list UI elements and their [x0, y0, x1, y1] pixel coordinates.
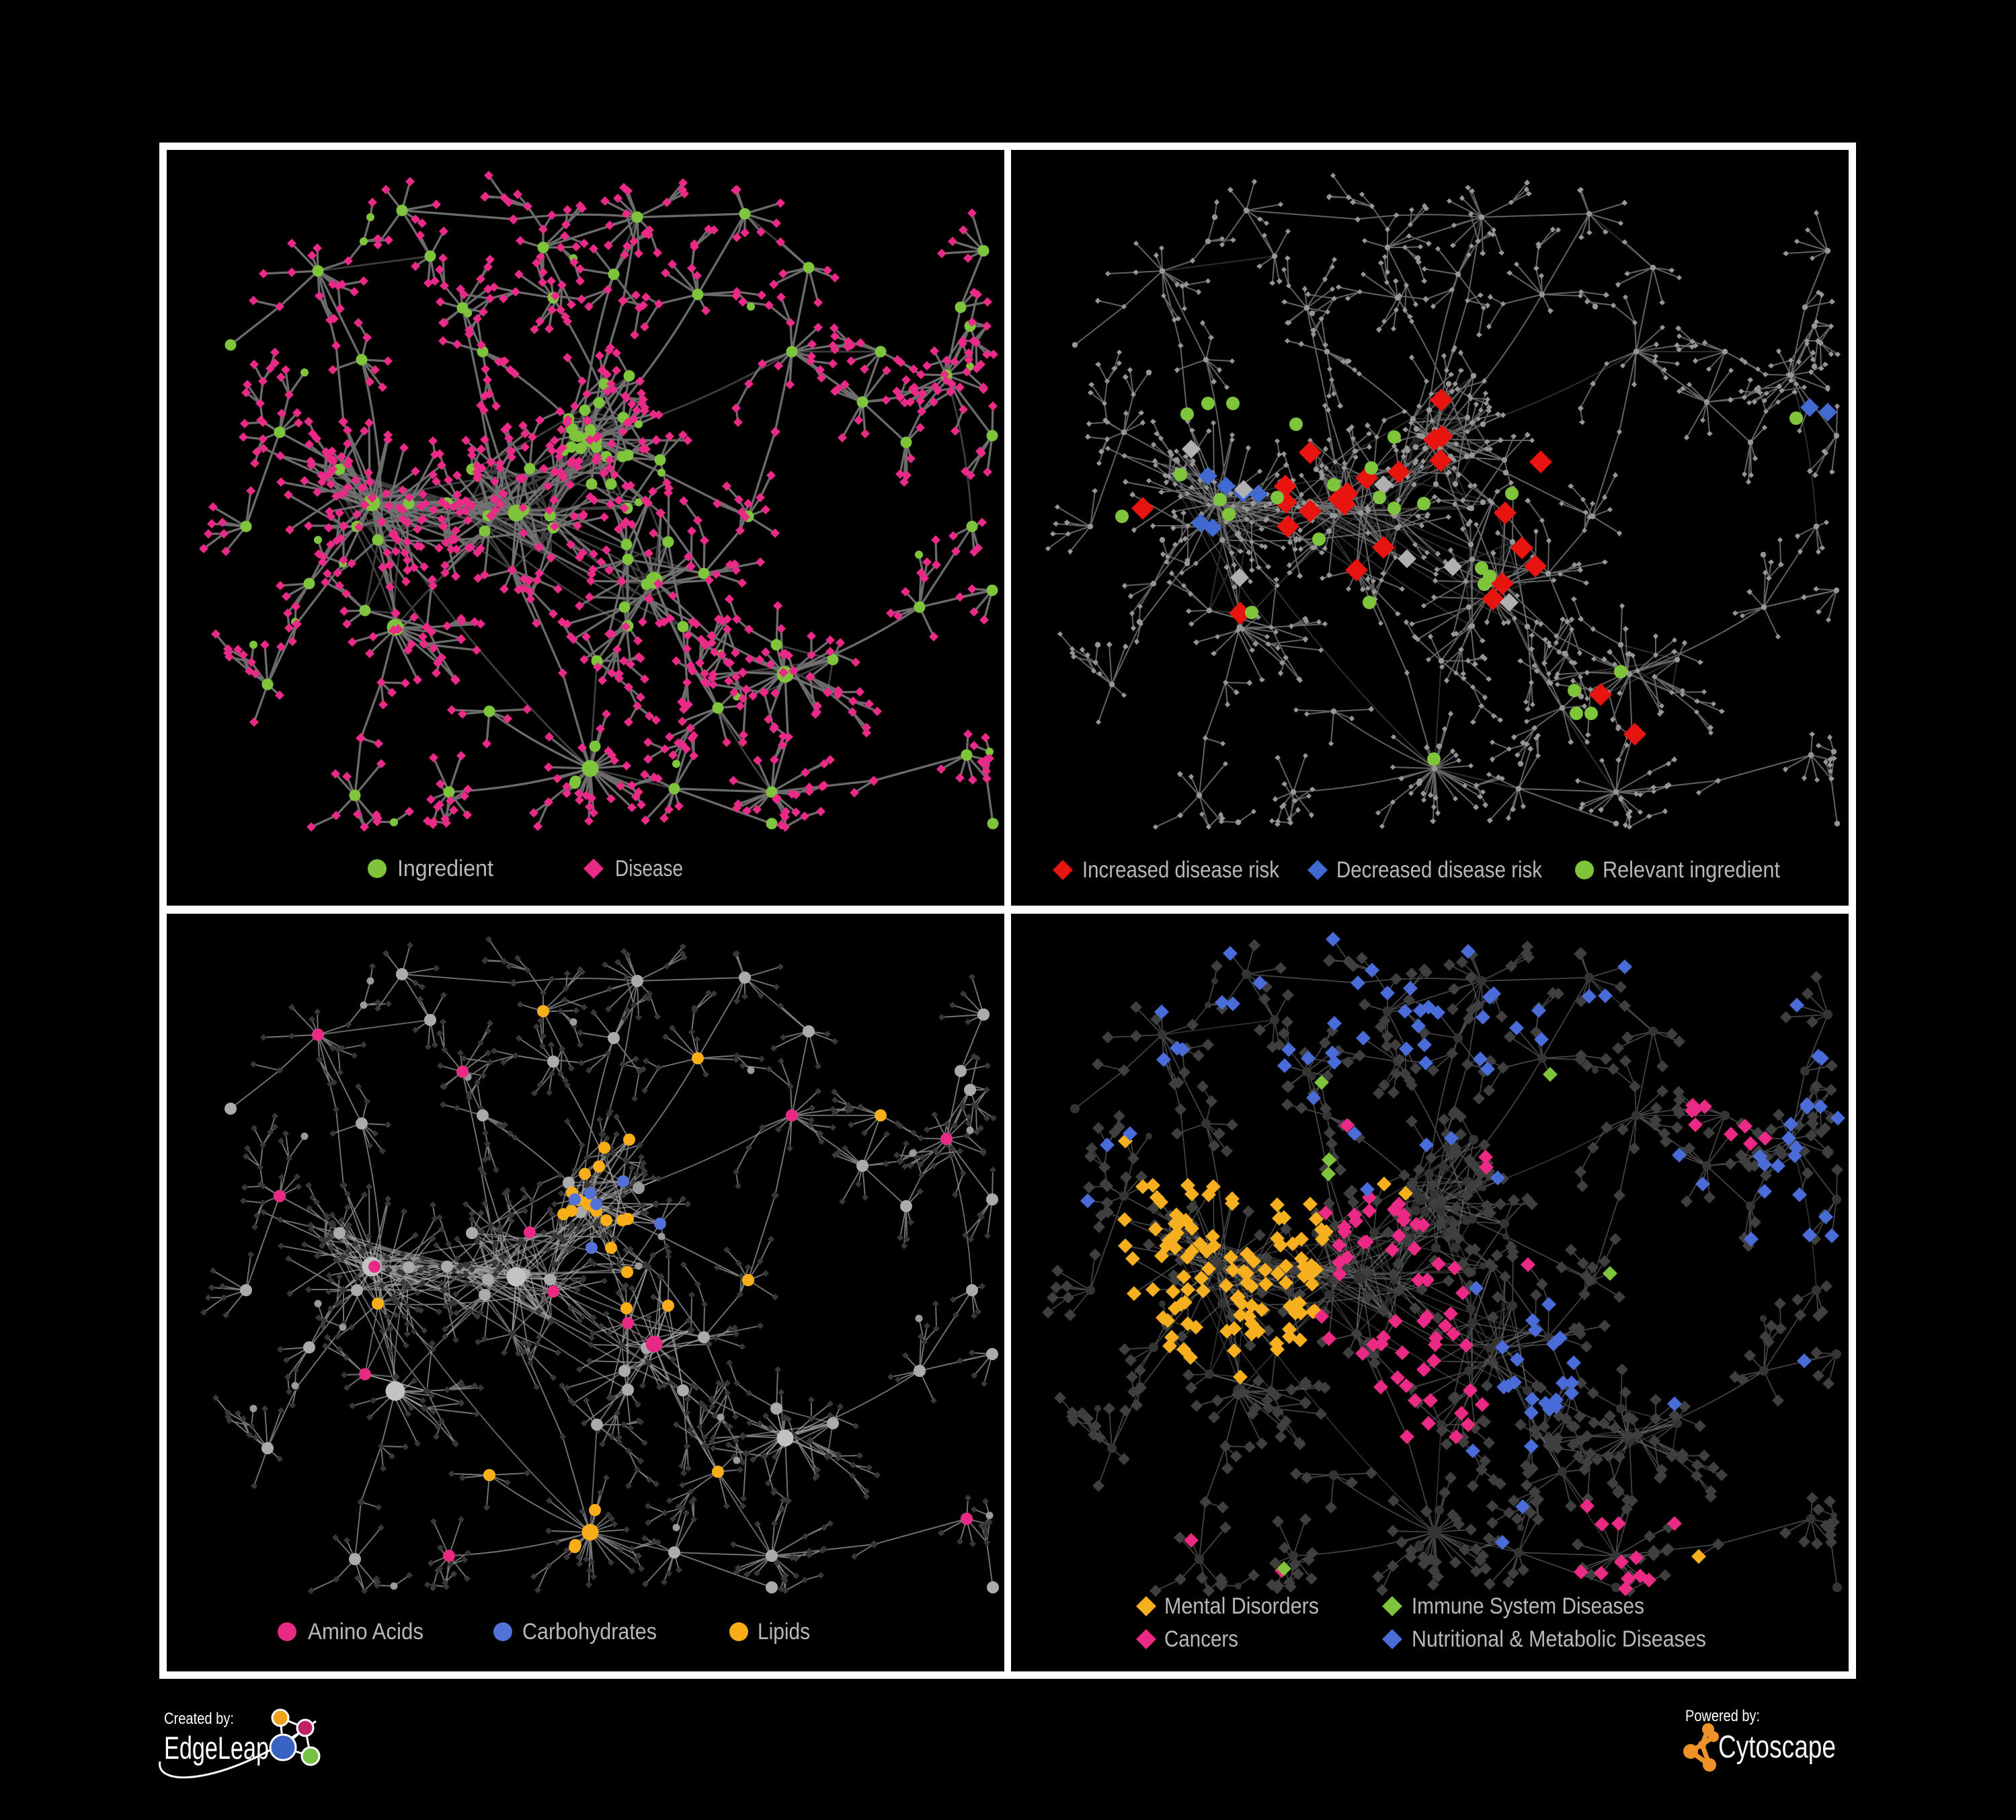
svg-text:Ingredient: Ingredient	[397, 856, 494, 881]
svg-text:Cytoscape: Cytoscape	[1718, 1729, 1836, 1764]
svg-text:Carbohydrates: Carbohydrates	[522, 1619, 657, 1645]
svg-text:Mental Disorders: Mental Disorders	[1164, 1593, 1319, 1619]
svg-text:Decreased disease risk: Decreased disease risk	[1336, 857, 1543, 883]
svg-text:EdgeLeap: EdgeLeap	[164, 1730, 269, 1766]
svg-text:Amino Acids: Amino Acids	[308, 1619, 424, 1645]
svg-text:Nutritional & Metabolic Diseas: Nutritional & Metabolic Diseases	[1412, 1626, 1706, 1652]
svg-text:Lipids: Lipids	[758, 1619, 810, 1645]
svg-text:Powered by:: Powered by:	[1685, 1707, 1760, 1725]
svg-text:Created by:: Created by:	[164, 1710, 234, 1728]
svg-text:Immune System Diseases: Immune System Diseases	[1412, 1593, 1644, 1619]
svg-text:Increased disease risk: Increased disease risk	[1082, 857, 1280, 883]
svg-text:Cancers: Cancers	[1164, 1626, 1238, 1652]
svg-text:Disease: Disease	[615, 856, 683, 881]
svg-text:Relevant ingredient: Relevant ingredient	[1603, 857, 1780, 883]
